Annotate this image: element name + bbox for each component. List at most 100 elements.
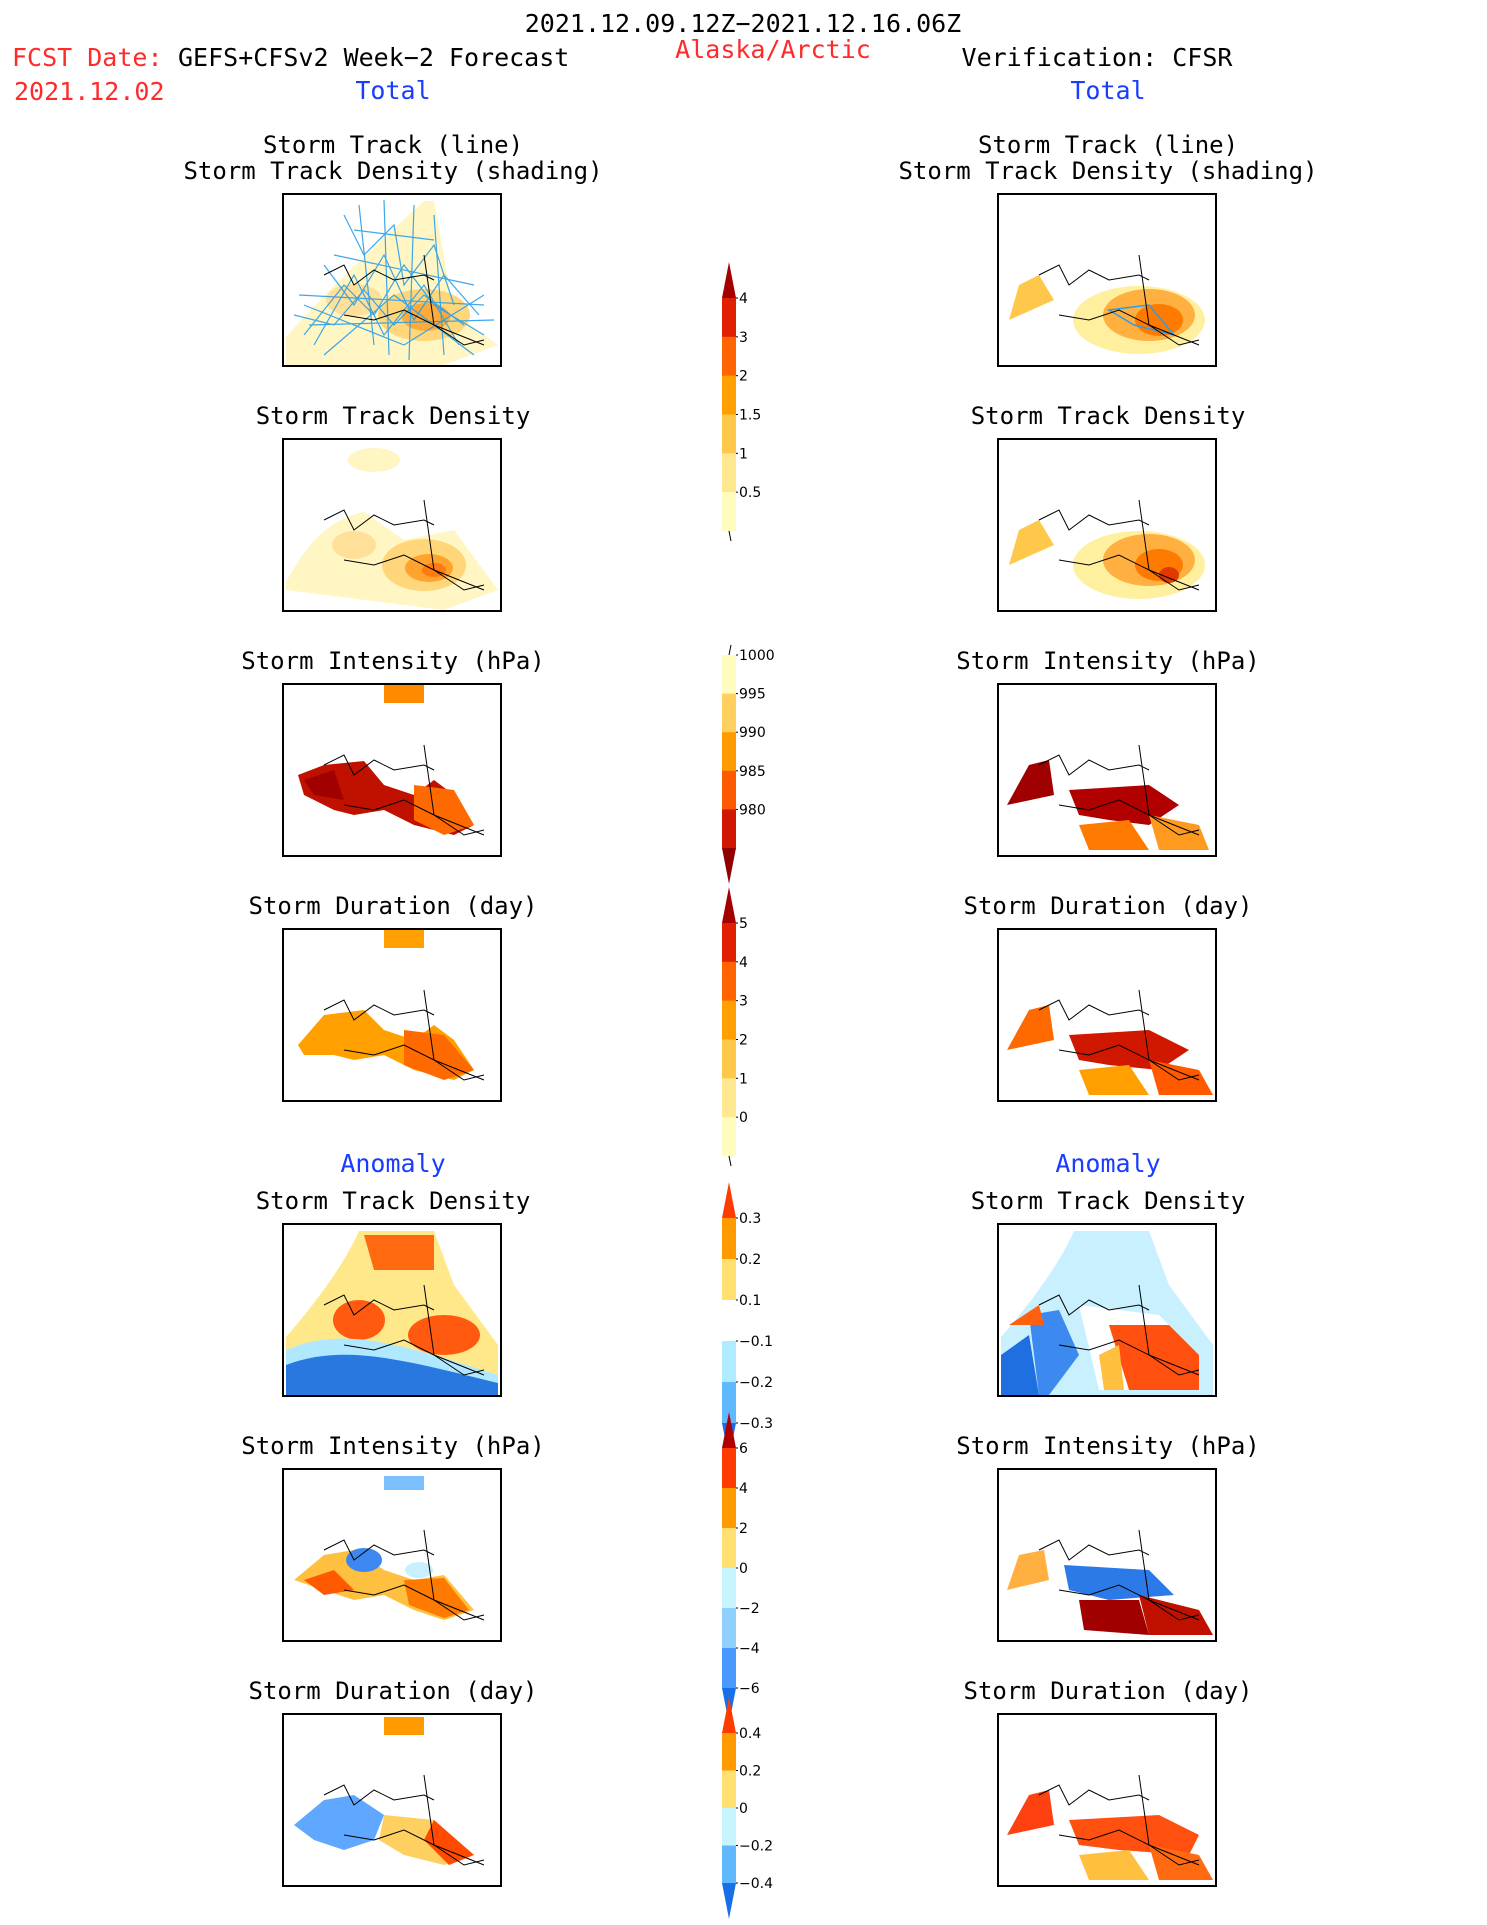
colorbar-duration-anomaly: 0.4 0.2 0 −0.2 −0.4 — [722, 1697, 773, 1919]
colorbar-tick-label: 3 — [739, 994, 748, 1010]
right-panel-3-title: Storm Intensity (hPa) — [956, 647, 1260, 675]
colorbar-tick-label: 0.1 — [739, 1293, 761, 1309]
colorbar-tick-label: 1 — [739, 446, 748, 462]
right-panel-7-title: Storm Duration (day) — [963, 1677, 1253, 1705]
colorbar-tick-label: 0 — [739, 1561, 748, 1577]
colorbar-bottom-arrow — [722, 848, 736, 884]
colorbar-intensity-anomaly: 6 4 2 0 −2 −4 −6 — [722, 1412, 760, 1724]
colorbar-bin — [722, 492, 736, 532]
colorbar-tick-label: 0.5 — [739, 485, 761, 501]
colorbar-bin — [722, 1117, 736, 1157]
fcst-date-label: FCST Date: — [12, 43, 163, 72]
colorbar-tick-label: −0.4 — [739, 1876, 773, 1892]
colorbar-bin — [722, 1568, 736, 1609]
colorbar-duration: 5 4 3 2 1 0 — [722, 887, 748, 1167]
verification-label: Verification: CFSR — [961, 43, 1233, 72]
colorbar-tick-label: −0.2 — [739, 1375, 773, 1391]
date-range-title: 2021.12.09.12Z−2021.12.16.06Z — [524, 9, 962, 38]
colorbar-tick-label: −4 — [739, 1641, 760, 1657]
left-track-line-map — [282, 193, 502, 367]
right-track-line-map — [997, 193, 1217, 367]
fcst-date-value: 2021.12.02 — [14, 77, 165, 106]
colorbar-bin — [722, 1039, 736, 1079]
right-intensity-map — [997, 683, 1217, 857]
colorbar-tick-label: 980 — [739, 802, 766, 818]
colorbar-bin — [722, 453, 736, 493]
right-panel-5-title: Storm Track Density — [970, 1187, 1246, 1215]
colorbar-bin — [722, 770, 736, 810]
colorbar-tick-label: −0.3 — [739, 1416, 773, 1432]
colorbar-bin — [722, 655, 736, 695]
colorbar-tick-label: 990 — [739, 725, 766, 741]
colorbar-bin — [722, 1259, 736, 1301]
colorbar-top-arrow — [722, 887, 736, 923]
colorbar-intensity: 1000 995 990 985 980 — [722, 644, 775, 884]
colorbar-bin — [722, 1448, 736, 1489]
colorbar-tick-label: 2 — [739, 369, 748, 385]
left-track-density-map — [282, 438, 502, 612]
colorbar-bin — [722, 1808, 736, 1846]
left-panel-1-title-2: Storm Track Density (shading) — [183, 157, 603, 185]
left-panel-7-title: Storm Duration (day) — [248, 1677, 538, 1705]
colorbar-bin — [722, 375, 736, 415]
right-panel-6-title: Storm Intensity (hPa) — [956, 1432, 1260, 1460]
colorbar-bin — [722, 693, 736, 733]
colorbar-tick-label: −6 — [739, 1681, 760, 1697]
right-panel-1-title-1: Storm Track (line) — [977, 131, 1239, 159]
colorbar-tick-label: 4 — [739, 955, 748, 971]
colorbar-tick-label: 0.2 — [739, 1764, 761, 1780]
colorbar-tick-label: 1000 — [739, 648, 775, 664]
left-panel-2-title: Storm Track Density — [255, 402, 531, 430]
colorbar-tick-label: 4 — [739, 291, 748, 307]
colorbar-density-anomaly: 0.3 0.2 0.1 −0.1 −0.2 −0.3 — [722, 1182, 773, 1459]
colorbar-bin — [722, 1648, 736, 1689]
right-duration-map — [997, 928, 1217, 1102]
colorbar-bin — [722, 1300, 736, 1342]
colorbar-tick-label: 2 — [739, 1521, 748, 1537]
colorbar-bottom-arrow — [722, 1883, 736, 1919]
right-duration-anomaly-map — [997, 1713, 1217, 1887]
colorbar-tick-label: 995 — [739, 687, 766, 703]
colorbar-bin — [722, 809, 736, 849]
right-panel-1-title-2: Storm Track Density (shading) — [898, 157, 1318, 185]
left-duration-map — [282, 928, 502, 1102]
colorbar-bin — [722, 1341, 736, 1383]
forecast-name: GEFS+CFSv2 Week−2 Forecast — [178, 43, 570, 72]
colorbar-bin — [722, 1382, 736, 1424]
colorbar-tick-label: 0 — [739, 1110, 748, 1126]
left-intensity-map — [282, 683, 502, 857]
colorbar-bin — [722, 1218, 736, 1260]
left-total-label: Total — [355, 76, 431, 105]
colorbar-bin — [722, 923, 736, 963]
colorbar-bin — [722, 298, 736, 338]
colorbar-bin — [722, 1608, 736, 1649]
colorbar-tick-label: 1.5 — [739, 408, 761, 424]
left-panel-3-title: Storm Intensity (hPa) — [241, 647, 545, 675]
colorbar-top-arrow — [722, 1697, 736, 1733]
colorbar-bin — [722, 1488, 736, 1529]
left-intensity-anomaly-map — [282, 1468, 502, 1642]
colorbar-bin — [722, 732, 736, 772]
colorbar-tick-label: 5 — [739, 916, 748, 932]
right-anomaly-label: Anomaly — [1055, 1149, 1161, 1178]
colorbar-tick-label: 1 — [739, 1071, 748, 1087]
colorbar-bin — [722, 1845, 736, 1884]
colorbar-bin — [722, 1733, 736, 1771]
right-density-anomaly-map — [997, 1223, 1217, 1397]
colorbar-bottom-end — [728, 530, 732, 542]
left-panel-1-title-1: Storm Track (line) — [262, 131, 524, 159]
colorbar-tick-label: −2 — [739, 1601, 760, 1617]
colorbar-bin — [722, 1770, 736, 1809]
right-panel-4-title: Storm Duration (day) — [963, 892, 1253, 920]
colorbar-tick-label: −0.1 — [739, 1334, 773, 1350]
right-intensity-anomaly-map — [997, 1468, 1217, 1642]
left-panel-6-title: Storm Intensity (hPa) — [241, 1432, 545, 1460]
colorbar-tick-label: 4 — [739, 1481, 748, 1497]
colorbar-tick-label: 6 — [739, 1441, 748, 1457]
colorbar-tick-label: 0 — [739, 1801, 748, 1817]
region-label: Alaska/Arctic — [675, 35, 871, 64]
colorbar-tick-label: 3 — [739, 330, 748, 346]
right-total-label: Total — [1070, 76, 1146, 105]
colorbar-top-arrow — [722, 262, 736, 298]
